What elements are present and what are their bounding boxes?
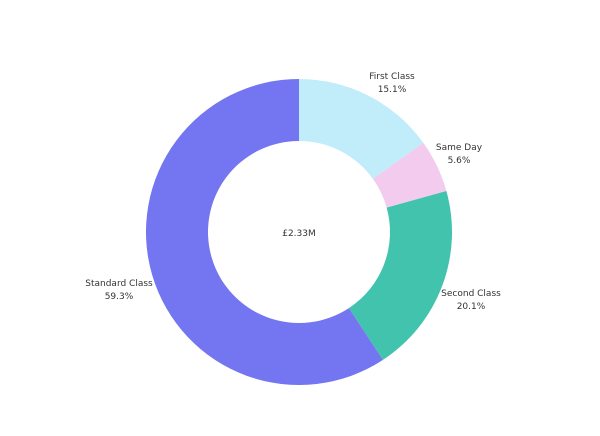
- center-total-label: £2.33M: [282, 229, 316, 239]
- slice-value-label: 59.3%: [105, 292, 134, 302]
- slice-category-label: Standard Class: [85, 279, 153, 289]
- slice-value-label: 20.1%: [457, 302, 486, 312]
- slice-value-label: 15.1%: [378, 85, 407, 95]
- slice-category-label: Second Class: [441, 289, 501, 299]
- slice-category-label: First Class: [369, 72, 415, 82]
- slice-second-class[interactable]: [348, 190, 452, 360]
- slice-category-label: Same Day: [436, 143, 483, 153]
- slice-first-class[interactable]: [299, 79, 424, 179]
- slice-standard-class[interactable]: [146, 79, 383, 386]
- slice-same-day[interactable]: [372, 142, 447, 208]
- slice-value-label: 5.6%: [448, 156, 471, 166]
